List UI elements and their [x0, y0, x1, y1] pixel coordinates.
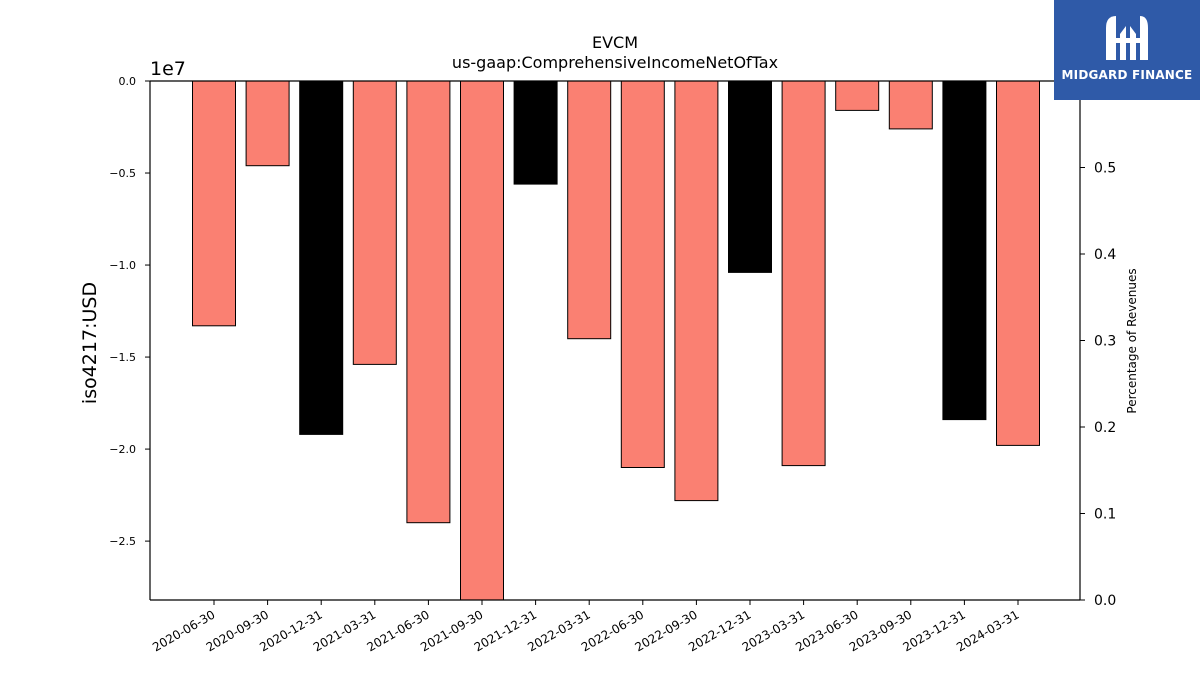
- chart-subtitle: us-gaap:ComprehensiveIncomeNetOfTax: [452, 53, 778, 72]
- y-axis-label: iso4217:USD: [79, 282, 101, 404]
- bar-2022-12-31: [728, 80, 772, 273]
- bar-2021-06-30: [406, 80, 451, 524]
- bar-2023-12-31: [942, 80, 987, 421]
- bar-2023-06-30: [835, 80, 880, 111]
- y2-tick-label: 0.5: [1094, 161, 1116, 177]
- y2-tick-label: 0.1: [1094, 507, 1116, 523]
- bar-2021-12-31: [513, 80, 558, 185]
- bar-2022-03-31: [567, 80, 612, 340]
- y-tick-label: −1.5: [109, 351, 136, 364]
- bar-2020-12-31: [299, 80, 344, 435]
- bar-2020-06-30: [192, 80, 236, 327]
- midgard-finance-logo: MIDGARD FINANCE: [1054, 0, 1200, 100]
- bar-2021-03-31: [352, 80, 397, 365]
- y-tick-label: −2.5: [109, 535, 136, 548]
- y-tick-label: 0.0: [119, 75, 137, 88]
- bar-2021-09-30: [460, 80, 504, 601]
- y2-axis-label: Percentage of Revenues: [1125, 268, 1139, 413]
- logo-text: MIDGARD FINANCE: [1061, 68, 1193, 82]
- bar-2023-09-30: [888, 80, 933, 130]
- bar-2020-09-30: [245, 80, 290, 167]
- y-tick-label: −0.5: [109, 167, 136, 180]
- y-tick-label: −2.0: [109, 443, 136, 456]
- y2-tick-label: 0.4: [1094, 247, 1116, 263]
- bar-2022-06-30: [620, 80, 665, 468]
- y2-tick-label: 0.3: [1094, 334, 1116, 350]
- y2-tick-label: 0.0: [1094, 593, 1116, 609]
- bar-2024-03-31: [996, 80, 1040, 446]
- y-tick-label: −1.0: [109, 259, 136, 272]
- y2-tick-label: 0.2: [1094, 420, 1116, 436]
- bar-2022-09-30: [674, 80, 719, 502]
- chart-title: EVCM: [592, 33, 638, 52]
- midgard-logo-icon: [1106, 16, 1148, 60]
- bar-2023-03-31: [781, 80, 826, 467]
- y-scale-label: 1e7: [150, 58, 186, 80]
